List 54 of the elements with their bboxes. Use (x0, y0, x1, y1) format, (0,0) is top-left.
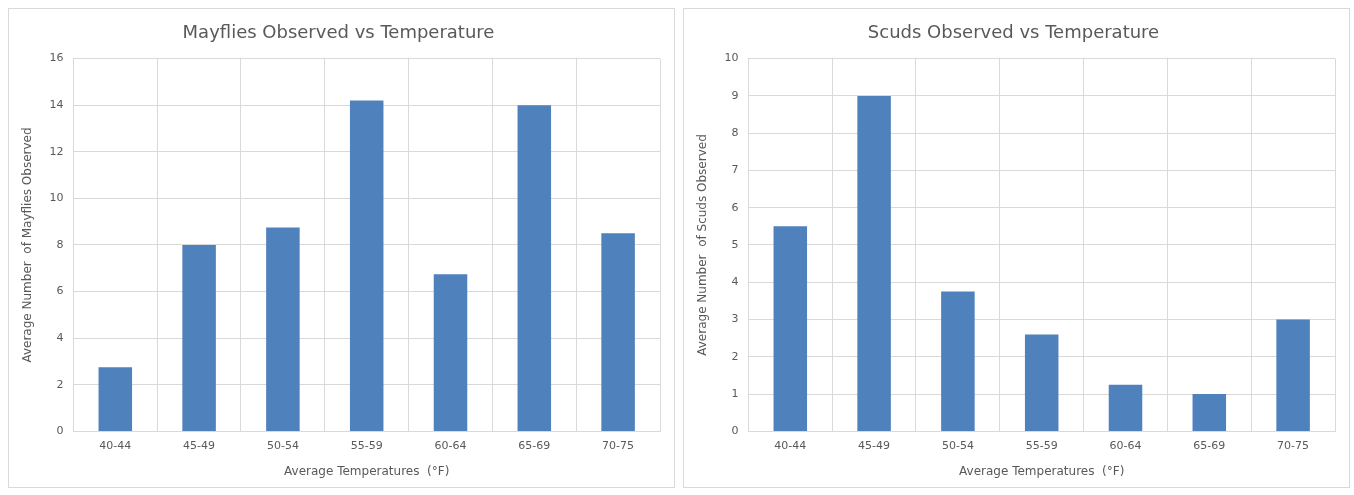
bar (1192, 394, 1227, 431)
y-tick-label: 2 (56, 377, 64, 391)
bar (1108, 384, 1143, 431)
y-tick-label: 6 (56, 284, 64, 298)
x-tick-label: 55-59 (1025, 438, 1058, 452)
x-tick-label: 65-69 (518, 438, 551, 452)
x-tick-label: 50-54 (266, 438, 299, 452)
bar (349, 100, 384, 431)
chart-title: Scuds Observed vs Temperature (867, 21, 1160, 43)
bar (98, 367, 133, 431)
y-tick-label: 6 (731, 200, 739, 214)
y-tick-label: 10 (724, 51, 739, 65)
y-tick-label: 3 (731, 312, 739, 326)
y-tick-label: 0 (731, 424, 739, 438)
y-tick-label: 12 (49, 144, 64, 158)
y-tick-label: 14 (49, 98, 64, 112)
bar (182, 245, 216, 431)
bar (941, 291, 975, 431)
x-tick-label: 60-64 (1109, 438, 1142, 452)
y-tick-label: 4 (56, 331, 64, 345)
y-tick-label: 0 (56, 424, 64, 438)
y-axis-title: Average Number of Mayflies Observed (20, 127, 35, 363)
chart-title: Mayflies Observed vs Temperature (182, 21, 495, 43)
x-tick-label: 60-64 (434, 438, 467, 452)
x-tick-label: 70-75 (602, 438, 635, 452)
y-tick-label: 5 (731, 237, 739, 251)
bar (1024, 334, 1059, 431)
x-tick-label: 45-49 (858, 438, 891, 452)
x-tick-label: 50-54 (941, 438, 974, 452)
bar (857, 95, 891, 431)
x-tick-label: 45-49 (183, 438, 216, 452)
x-tick-label: 40-44 (99, 438, 132, 452)
bar (433, 274, 468, 431)
y-tick-label: 7 (731, 163, 739, 177)
bar (601, 233, 635, 431)
bar (773, 226, 808, 431)
y-axis-title: Average Number of Scuds Observed (695, 134, 710, 356)
y-tick-label: 8 (56, 237, 64, 251)
x-axis-title: Average Temperatures (°F) (959, 463, 1125, 478)
y-tick-label: 16 (49, 51, 64, 65)
y-tick-label: 1 (731, 386, 739, 400)
y-tick-label: 4 (731, 275, 739, 289)
x-tick-label: 70-75 (1277, 438, 1310, 452)
y-tick-label: 9 (731, 88, 739, 102)
x-tick-label: 40-44 (774, 438, 807, 452)
bar (517, 105, 552, 431)
x-tick-label: 55-59 (350, 438, 383, 452)
y-tick-label: 8 (731, 126, 739, 140)
x-tick-label: 65-69 (1193, 438, 1226, 452)
y-tick-label: 10 (49, 191, 64, 205)
bar (266, 227, 300, 431)
x-axis-title: Average Temperatures (°F) (284, 463, 450, 478)
bar (1276, 319, 1310, 431)
y-tick-label: 2 (731, 349, 739, 363)
